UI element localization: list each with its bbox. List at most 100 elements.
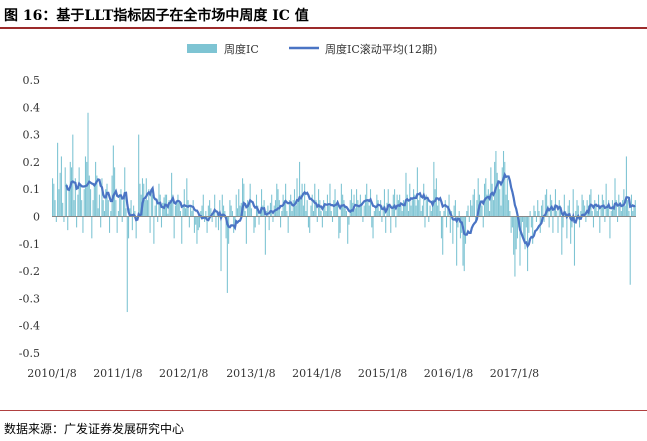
ic-bar [318,189,320,217]
ic-bar [337,200,339,217]
rolling-average-line [65,171,636,249]
ic-bar [382,205,384,217]
ic-bar [608,200,610,217]
ic-bar [406,194,408,217]
ic-bar [155,200,157,217]
ic-bar [505,194,507,217]
ic-bar [552,216,554,233]
ic-bar [491,183,493,217]
x-tick-label: 2012/1/8 [159,367,208,380]
ic-bar [319,200,321,217]
ic-bar [172,194,174,217]
ic-bar [340,183,342,217]
ic-bar [420,211,422,217]
ic-bar [286,211,288,217]
ic-bar [64,167,66,217]
ic-bar [584,205,586,217]
ic-bar [321,216,323,228]
ic-bar [210,208,212,217]
y-tick-label: -0.2 [19,265,40,278]
ic-bar [438,200,440,217]
y-tick-label: 0.2 [23,156,41,169]
ic-bar [515,216,517,250]
ic-bar [595,205,597,217]
ic-bar [499,189,501,217]
ic-bar [72,134,74,217]
ic-bar [54,200,56,217]
ic-bar [625,156,627,217]
ic-bar [544,194,546,217]
ic-bar [424,216,426,228]
ic-bar [191,211,193,217]
ic-bar [302,205,304,217]
ic-bar [489,211,491,217]
ic-bar [383,189,385,217]
ic-bar [225,216,227,239]
ic-bar [287,216,289,233]
ic-bar [378,211,380,217]
ic-bar [158,183,160,217]
ic-bar [482,216,484,228]
ic-bar [347,216,349,244]
ic-bar [65,183,68,217]
ic-bar [95,161,97,217]
ic-bar [405,172,407,217]
ic-bar [214,194,216,217]
ic-bar [196,216,198,244]
ic-bar [509,211,511,217]
ic-bar [290,194,292,217]
ic-bar [306,200,308,217]
ic-bar [473,189,475,217]
ic-bar [467,205,469,217]
ic-bar [228,216,230,244]
ic-bar [231,211,233,217]
ic-bar [160,216,163,228]
ic-bar [101,178,103,217]
ic-bar [281,211,283,217]
ic-bar [133,205,135,217]
ic-bar [585,216,587,222]
ic-bar [419,194,421,217]
ic-bar [106,183,108,217]
ic-bar [78,167,80,217]
source-rule [0,410,647,411]
ic-bar [171,172,173,217]
ic-bar [594,200,596,217]
ic-bar [122,200,125,217]
y-tick-label: 0.4 [23,101,41,114]
ic-bar [188,216,190,228]
ic-bar [328,205,330,217]
ic-bar [387,189,389,217]
ic-bar [350,189,353,217]
ic-bar [181,216,183,244]
ic-bar [472,194,474,217]
ic-bar [100,216,102,228]
ic-bar [112,145,114,217]
ic-bar [556,211,558,217]
ic-bar [115,200,117,217]
ic-bar [345,211,347,217]
ic-bar [138,134,140,217]
x-tick-label: 2011/1/8 [93,367,142,380]
ic-bar [202,194,204,217]
ic-bar [221,194,223,217]
ic-bar [135,216,137,239]
ic-bar [261,189,263,217]
ic-bar [443,211,445,217]
ic-bar [447,205,449,217]
ic-bar [98,194,100,217]
ic-bar [206,216,208,233]
ic-bar [475,216,477,222]
ic-bar [168,200,170,217]
ic-bar [186,178,188,217]
ic-bar [169,200,171,217]
ic-bar [119,194,121,217]
ic-bar [411,200,413,217]
ic-bar [96,175,98,217]
ic-bar [520,216,522,233]
legend-bar-swatch [187,44,217,53]
ic-bar [190,205,192,217]
ic-bar [511,216,513,228]
ic-bar [152,194,154,217]
ic-bar [253,216,255,233]
